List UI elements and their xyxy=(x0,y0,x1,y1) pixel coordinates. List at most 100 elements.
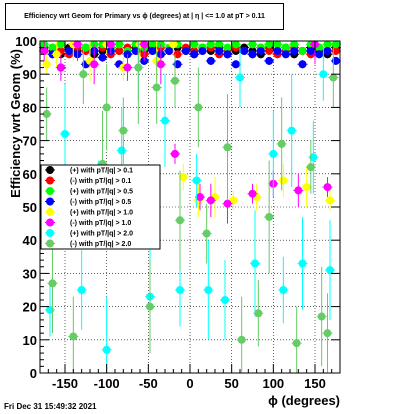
data-point xyxy=(237,335,246,344)
legend-item: (+) with pT/|q| > 1.0 xyxy=(45,208,133,217)
legend-marker xyxy=(46,166,54,174)
data-point xyxy=(206,40,215,49)
data-point xyxy=(248,40,257,49)
data-point xyxy=(281,50,290,59)
data-point xyxy=(48,279,57,288)
legend-marker xyxy=(46,187,54,195)
data-point xyxy=(171,149,179,158)
legend-label: (-) with pT/|q| > 0.5 xyxy=(70,199,131,206)
data-point xyxy=(298,46,307,55)
x-axis-title: ϕ (degrees) xyxy=(268,393,340,408)
data-point xyxy=(48,43,57,52)
legend-item: (-) with pT/|q| > 1.0 xyxy=(45,218,131,227)
legend-marker xyxy=(46,197,54,206)
y-tick-label: 40 xyxy=(23,233,37,248)
data-points-group xyxy=(39,40,341,373)
series-7 xyxy=(45,41,335,373)
legend-label: (+) with pT/|q| > 0.5 xyxy=(70,189,133,196)
data-point xyxy=(152,83,161,92)
data-point xyxy=(115,46,124,55)
legend-item: (+) with pT/|q| > 0.5 xyxy=(45,187,133,196)
legend-label: (+) with pT/|q| > 2.0 xyxy=(70,231,133,238)
data-point xyxy=(248,189,257,198)
data-point xyxy=(273,40,282,49)
data-point xyxy=(165,46,174,55)
data-point xyxy=(56,63,65,72)
data-point xyxy=(146,302,154,311)
data-point xyxy=(40,46,49,55)
data-point xyxy=(223,199,232,208)
data-point xyxy=(61,129,69,138)
x-tick-label: 150 xyxy=(304,376,326,391)
data-point xyxy=(106,40,115,49)
series-8 xyxy=(41,41,339,373)
x-tick-label: -50 xyxy=(139,376,158,391)
y-tick-label: 20 xyxy=(23,300,37,315)
data-point xyxy=(323,329,332,338)
series-5 xyxy=(41,40,335,217)
legend-label: (-) with pT/|q| > 1.0 xyxy=(70,220,131,227)
data-point xyxy=(306,163,315,172)
data-point xyxy=(294,186,303,195)
data-point xyxy=(115,40,124,49)
data-point xyxy=(196,193,204,202)
legend-marker xyxy=(46,239,54,248)
data-point xyxy=(223,50,232,59)
chart-title: Efficiency wrt Geom for Primary vs ϕ (de… xyxy=(5,3,284,30)
data-point xyxy=(265,46,274,55)
y-tick-label: 80 xyxy=(23,100,37,115)
data-point xyxy=(202,229,211,238)
data-point xyxy=(102,345,111,354)
legend-box xyxy=(40,164,161,250)
data-point xyxy=(254,309,263,318)
data-point xyxy=(229,196,238,205)
data-point xyxy=(204,286,213,294)
legend-marker xyxy=(46,229,54,237)
legend-item: (-) with pT/|q| > 0.5 xyxy=(45,197,131,206)
legend-label: (-) with pT/|q| > 0.1 xyxy=(70,178,131,185)
data-point xyxy=(42,60,51,69)
timestamp-label: Fri Dec 31 15:49:32 2021 xyxy=(4,402,97,411)
data-point xyxy=(231,40,240,49)
legend-marker xyxy=(46,208,54,216)
data-point xyxy=(240,46,249,55)
data-point xyxy=(98,53,107,62)
data-point xyxy=(269,149,278,158)
data-point xyxy=(206,56,215,65)
data-point xyxy=(90,60,99,69)
data-point xyxy=(231,60,240,69)
data-point xyxy=(77,286,86,294)
y-tick-label: 100 xyxy=(15,34,37,49)
data-point xyxy=(221,295,229,304)
data-point xyxy=(317,312,326,321)
data-point xyxy=(176,286,184,294)
data-point xyxy=(119,126,128,135)
data-point xyxy=(194,103,203,112)
data-point xyxy=(161,116,169,125)
x-tick-label: 0 xyxy=(186,376,193,391)
data-point xyxy=(273,46,282,55)
y-axis-title: Efficiency wrt Geom (%) xyxy=(8,49,23,198)
data-point xyxy=(298,60,307,69)
y-tick-label: 50 xyxy=(23,200,37,215)
y-tick-label: 10 xyxy=(23,333,37,348)
data-point xyxy=(265,56,274,65)
data-point xyxy=(279,176,288,185)
data-point xyxy=(192,176,201,185)
data-point xyxy=(190,40,199,49)
data-point xyxy=(256,46,265,55)
data-point xyxy=(302,183,311,192)
data-point xyxy=(306,46,315,55)
data-point xyxy=(323,40,332,49)
legend-item: (-) with pT/|q| > 2.0 xyxy=(45,239,131,248)
x-tick-label: 100 xyxy=(262,376,284,391)
x-tick-label: -150 xyxy=(52,376,78,391)
legend-item: (-) with pT/|q| > 0.1 xyxy=(45,176,131,185)
legend-item: (+) with pT/|q| > 2.0 xyxy=(45,229,133,238)
x-tick-label: 50 xyxy=(224,376,238,391)
data-point xyxy=(290,46,299,55)
data-point xyxy=(42,110,51,119)
y-tick-label: 70 xyxy=(23,134,37,149)
legend: (+) with pT/|q| > 0.1 (-) with pT/|q| > 0… xyxy=(40,164,161,250)
data-point xyxy=(148,46,157,55)
